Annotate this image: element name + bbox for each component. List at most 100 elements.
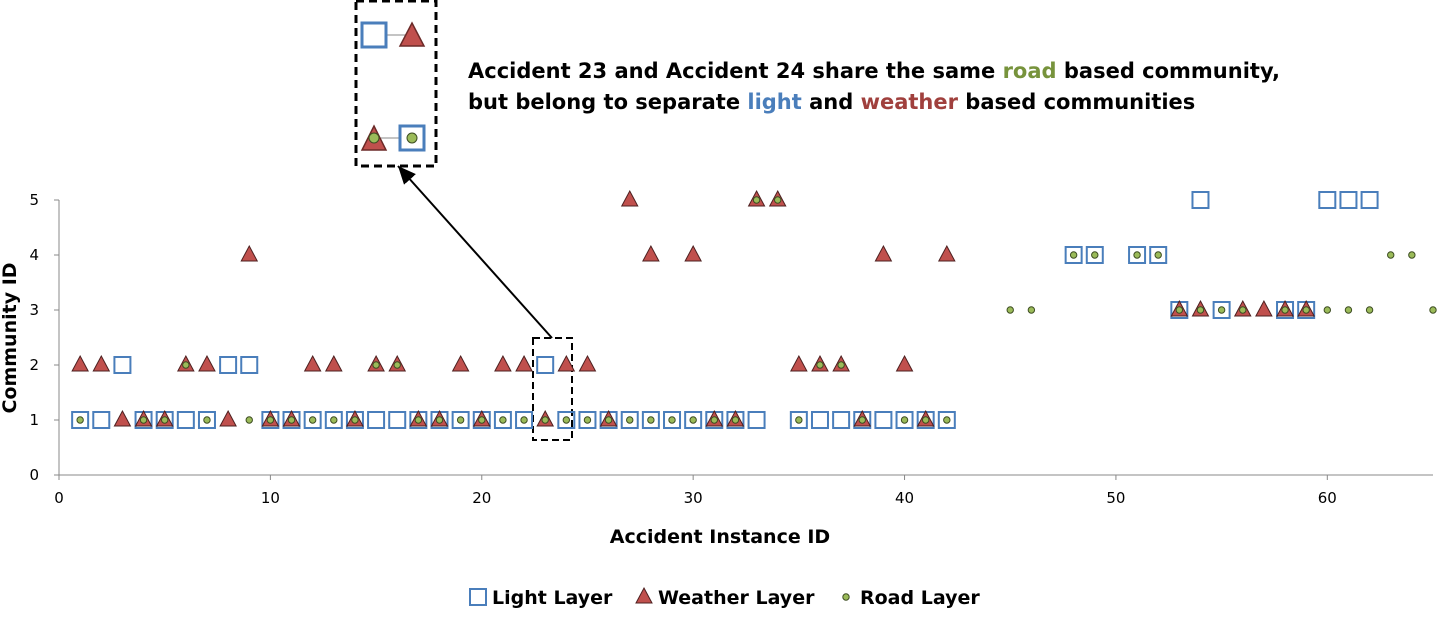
light-point [1318,191,1337,209]
light-point [578,411,597,429]
light-point [684,411,703,429]
weather-point [303,354,322,372]
road-point [1408,251,1416,259]
light-point [367,411,386,429]
road-point [1429,306,1437,314]
annotation-part: Accident 23 and Accident 24 share the sa… [468,59,1003,83]
light-point [219,356,238,374]
light-point [663,411,682,429]
weather-point [515,354,533,372]
zoom-dot [406,132,418,144]
road-point [1196,306,1205,314]
road-point [647,416,655,424]
y-tick-label: 1 [29,411,39,429]
road-point [1027,306,1036,314]
light-point [895,411,914,429]
road-point [245,416,253,424]
weather-point [113,409,132,427]
road-point [604,416,613,424]
y-tick-label: 2 [29,356,39,374]
light-point [240,356,259,374]
y-tick-label: 4 [29,246,39,264]
zoom-triangle [398,21,426,47]
weather-point [635,586,653,604]
road-point [562,416,571,424]
road-point [520,416,528,424]
road-point [668,416,676,424]
road-point [1006,306,1014,314]
annotation-part: based community, [1057,59,1280,83]
x-tick-label: 60 [1318,489,1337,507]
light-point [71,411,90,429]
road-point [1323,306,1332,314]
weather-point [642,244,660,262]
weather-point [895,354,914,372]
light-point [832,411,851,429]
light-point [874,411,893,429]
light-point [620,411,639,429]
light-point [92,411,111,429]
light-point [324,411,343,429]
light-point [747,411,766,429]
annotation: Accident 23 and Accident 24 share the sa… [468,59,1280,83]
light-point [1149,246,1168,264]
x-tick-label: 40 [895,489,914,507]
weather-point [324,354,343,372]
light-point [1360,191,1379,209]
weather-point [198,354,216,372]
road-point [414,416,423,424]
annotation-part: weather [861,90,959,114]
y-tick-label: 0 [29,466,39,484]
light-point [493,411,512,429]
road-point [689,416,697,424]
road-point [710,416,718,424]
road-point [456,416,465,424]
light-point [197,411,216,429]
road-point [795,416,803,424]
road-point [774,196,782,204]
weather-point [240,244,259,262]
road-point [139,416,148,424]
road-point [182,361,190,369]
legend-label: Weather Layer [658,587,815,609]
weather-point [620,189,639,207]
road-point [1175,306,1184,314]
road-point [1091,251,1099,259]
x-tick-label: 10 [261,489,280,507]
road-point [435,416,444,424]
road-point [308,416,317,424]
light-point [1064,246,1083,264]
road-point [351,416,359,424]
weather-point [790,354,808,372]
road-point [1344,306,1353,314]
light-point [1191,191,1210,209]
weather-point [451,354,470,372]
road-point [943,416,951,424]
legend-label: Road Layer [860,587,980,609]
y-axis-label: Community ID [0,262,21,413]
road-point [1387,251,1395,259]
x-tick-label: 0 [54,489,64,507]
road-point [1133,251,1141,259]
legend-label: Light Layer [492,587,613,609]
road-point [921,416,930,424]
annotation-part: but belong to separate [468,90,747,114]
road-point [393,361,401,369]
light-point [1339,191,1358,209]
weather-point [92,354,111,372]
weather-point [557,354,576,372]
light-point [536,356,555,374]
road-point [1281,306,1289,314]
y-tick-label: 3 [29,301,39,319]
light-point [303,411,322,429]
light-point [113,356,132,374]
road-point [330,416,338,424]
road-point [1302,306,1310,314]
road-point [837,361,845,369]
light-point [1128,246,1147,264]
weather-point [1255,299,1273,317]
light-point [1085,246,1104,264]
highlight-box [532,337,573,441]
light-point [176,411,195,429]
